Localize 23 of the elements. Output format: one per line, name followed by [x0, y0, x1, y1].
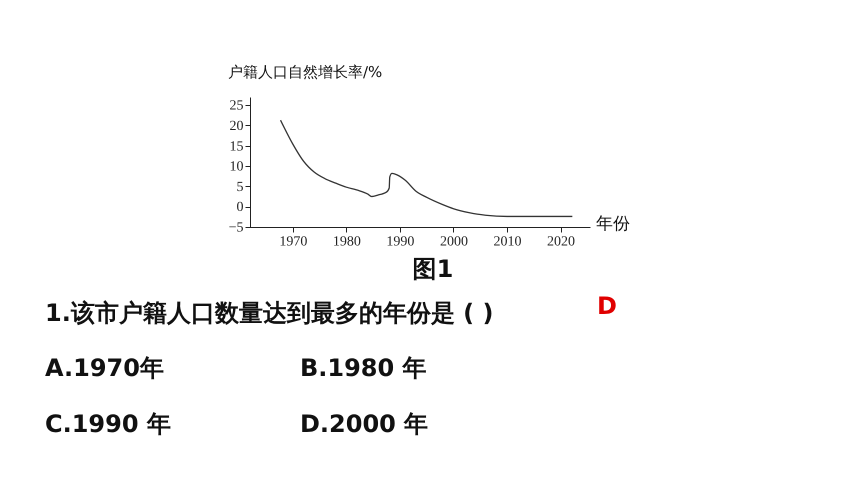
x-tick-label: 2010 [494, 234, 522, 250]
y-tick-label: 5 [236, 180, 244, 195]
text: D [597, 292, 617, 320]
y-axis-title: 户籍人口自然增长率/% [228, 63, 382, 81]
text: D.2000 年 [300, 410, 428, 438]
y-tick-label: 25 [230, 98, 244, 114]
x-tick-label: 2020 [547, 234, 576, 250]
x-tick-label: 1970 [279, 234, 308, 250]
x-tick-label: 1990 [386, 234, 414, 250]
text: A.1970年 [45, 354, 164, 382]
x-tick-label: 2000 [440, 234, 468, 250]
x-tick-label: 1980 [332, 234, 361, 250]
y-tick-label: 20 [230, 118, 244, 134]
text: C.1990 年 [45, 410, 171, 438]
text: 1.该市户籍人口数量达到最多的年份是 ( ) [45, 299, 494, 327]
y-tick-label: 0 [236, 200, 244, 216]
y-tick-label: −5 [228, 220, 244, 236]
text: B.1980 年 [300, 354, 427, 382]
x-axis-title: 年份 [596, 214, 630, 234]
text: 图1 [412, 255, 454, 283]
y-tick-label: 10 [230, 160, 244, 175]
line-series [280, 120, 573, 218]
y-tick-label: 15 [230, 139, 244, 154]
